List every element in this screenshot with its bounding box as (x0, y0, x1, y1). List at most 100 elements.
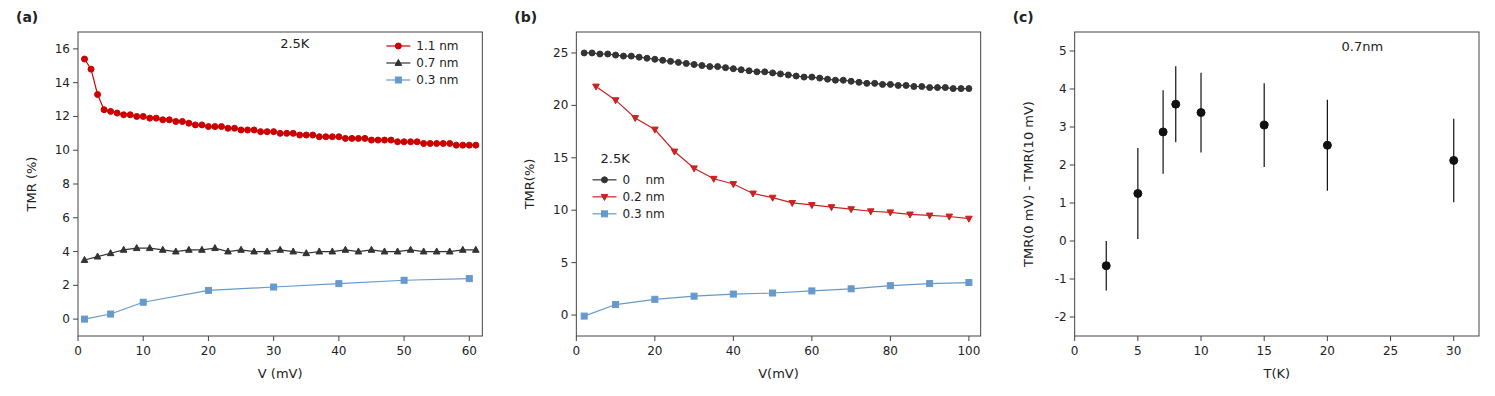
data-point (950, 86, 956, 92)
x-tick (1074, 336, 1075, 341)
data-point (310, 132, 316, 138)
data-point (120, 246, 127, 252)
data-point (166, 117, 172, 123)
data-point (770, 70, 776, 76)
y-tick (1070, 51, 1075, 52)
y-tick-label: 0 (62, 312, 70, 326)
annotation: 2.5K (280, 36, 310, 51)
y-tick (73, 150, 78, 151)
x-tick-label: 25 (1383, 344, 1398, 358)
data-point (205, 287, 211, 293)
data-point (620, 53, 626, 59)
panel: 01020304050600246810121416V (mV)TMR (%)(… (16, 9, 482, 381)
plot-area (1102, 66, 1457, 290)
data-point (88, 66, 94, 72)
y-tick-label: 2 (62, 278, 70, 292)
data-point (832, 77, 838, 83)
data-point (271, 284, 277, 290)
y-tick (1070, 317, 1075, 318)
data-point (401, 139, 407, 145)
panel-title: (b) (514, 9, 537, 25)
data-point (173, 119, 179, 125)
x-tick (1327, 336, 1328, 341)
data-point (699, 63, 705, 69)
data-point (140, 113, 146, 119)
x-tick-label: 60 (462, 344, 477, 358)
data-point (82, 56, 88, 62)
data-point (632, 116, 639, 122)
x-tick-label: 20 (201, 344, 216, 358)
data-point (809, 288, 815, 294)
y-tick-label: 12 (55, 109, 70, 123)
y-tick-label: 1 (1059, 196, 1067, 210)
y-tick-label: 8 (62, 177, 70, 191)
data-point (297, 132, 303, 138)
data-point (828, 205, 835, 211)
data-point (284, 130, 290, 136)
data-point (903, 82, 909, 88)
x-tick (273, 336, 274, 341)
legend-label: 1.1 nm (416, 39, 458, 53)
data-point (342, 246, 349, 252)
x-tick-label: 40 (726, 344, 741, 358)
data-point (303, 250, 310, 256)
data-point (134, 113, 140, 119)
data-point (212, 124, 218, 130)
x-tick-label: 40 (331, 344, 346, 358)
x-tick (1201, 336, 1202, 341)
data-point (362, 135, 368, 141)
data-point (652, 127, 659, 133)
data-point (589, 50, 595, 56)
data-point (789, 200, 796, 206)
x-tick-label: 50 (396, 344, 411, 358)
data-point (121, 112, 127, 118)
data-point (593, 84, 600, 90)
y-tick (73, 116, 78, 117)
data-point (179, 119, 185, 125)
data-point (715, 64, 721, 70)
data-point (277, 130, 283, 136)
y-tick (73, 217, 78, 218)
data-point (199, 122, 205, 128)
data-point (785, 72, 791, 78)
panel: 0204060801000510152025V(mV)TMR(%)(b)2.5K… (514, 9, 980, 381)
data-point (453, 142, 459, 148)
data-point (427, 140, 433, 146)
legend-marker (601, 194, 608, 200)
y-tick-label: 0 (561, 308, 569, 322)
data-point (1134, 190, 1142, 198)
series-line (85, 279, 470, 320)
data-point (809, 74, 815, 80)
data-point (644, 55, 650, 61)
data-point (94, 253, 101, 259)
data-point (946, 214, 953, 220)
series-line (85, 59, 476, 145)
data-point (754, 69, 760, 75)
data-point (723, 65, 729, 71)
series-line (584, 283, 969, 317)
data-point (336, 134, 342, 140)
x-tick-label: 5 (1134, 344, 1142, 358)
y-tick-label: 2 (1059, 158, 1067, 172)
data-point (199, 246, 206, 252)
data-point (1323, 141, 1331, 149)
data-point (652, 296, 658, 302)
data-point (434, 140, 440, 146)
x-tick (811, 336, 812, 341)
y-tick (73, 285, 78, 286)
data-point (381, 248, 388, 254)
x-tick (78, 336, 79, 341)
data-point (801, 74, 807, 80)
data-point (460, 142, 466, 148)
x-tick-label: 20 (647, 344, 662, 358)
y-tick (73, 48, 78, 49)
y-tick-label: -2 (1055, 310, 1067, 324)
data-point (746, 68, 752, 74)
data-point (691, 166, 698, 172)
x-tick-label: 100 (957, 344, 980, 358)
data-point (349, 135, 355, 141)
data-point (466, 142, 472, 148)
y-tick-label: 20 (553, 98, 568, 112)
y-tick (571, 262, 576, 263)
data-point (848, 78, 854, 84)
